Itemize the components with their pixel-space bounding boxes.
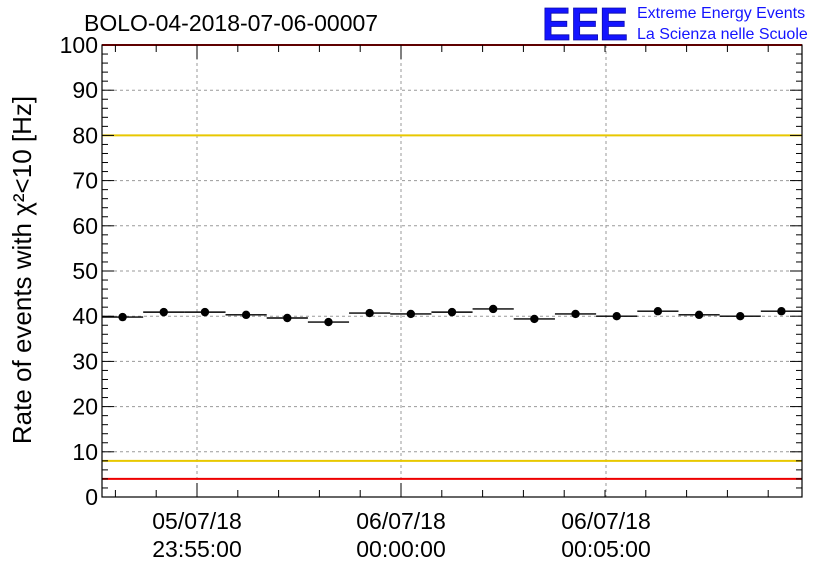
logo-line-2: La Scienza nelle Scuole	[637, 26, 808, 43]
x-tick-label-time: 23:55:00	[152, 536, 242, 562]
axis-ticks	[102, 44, 802, 498]
y-tick-label: 40	[72, 303, 98, 329]
data-point	[612, 312, 621, 321]
y-tick-label: 70	[72, 168, 98, 194]
data-point	[736, 312, 745, 321]
logo-line-1: Extreme Energy Events	[637, 5, 805, 22]
x-tick-label-date: 05/07/18	[152, 508, 242, 534]
y-tick-label: 80	[72, 122, 98, 148]
x-tick-label-date: 06/07/18	[356, 508, 446, 534]
data-point	[283, 313, 292, 323]
data-point	[530, 314, 539, 324]
data-point	[159, 307, 168, 317]
x-tick-label-time: 00:05:00	[561, 536, 651, 562]
data-point	[653, 307, 663, 316]
x-tick-label-date: 06/07/18	[561, 508, 651, 534]
y-tick-label: 10	[72, 439, 98, 465]
data-point	[118, 312, 127, 322]
data-point	[694, 310, 704, 320]
data-point	[200, 307, 210, 317]
y-axis-label: Rate of events with χ²<10 [Hz]	[7, 96, 37, 444]
data-point	[777, 307, 786, 316]
x-tick-labels: 05/07/1823:55:0006/07/1800:00:0006/07/18…	[152, 508, 651, 562]
data-points	[102, 304, 802, 327]
y-tick-label: 50	[72, 258, 98, 284]
reference-lines	[102, 44, 802, 480]
chart-title: BOLO-04-2018-07-06-00007	[84, 10, 378, 36]
data-point	[365, 308, 374, 318]
y-tick-label: 60	[72, 213, 98, 239]
data-point	[324, 317, 333, 327]
data-point	[241, 310, 251, 320]
data-point	[447, 307, 457, 317]
x-tick-label-time: 00:00:00	[356, 536, 446, 562]
plot-frame	[101, 44, 803, 498]
data-point	[488, 304, 498, 314]
y-tick-label: 30	[72, 348, 98, 374]
y-tick-label: 90	[72, 77, 98, 103]
y-tick-label: 100	[60, 32, 98, 58]
eee-logo: EEE Extreme Energy Events La Scienza nel…	[542, 0, 808, 50]
y-tick-label: 0	[85, 484, 98, 510]
logo-letters: EEE	[542, 0, 628, 50]
grid-lines	[102, 45, 802, 497]
data-point	[571, 309, 580, 319]
data-point	[406, 309, 416, 319]
y-tick-label: 20	[72, 394, 98, 420]
y-tick-labels: 0 10 20 30 40 50 60 70 80 90 100	[60, 32, 98, 510]
